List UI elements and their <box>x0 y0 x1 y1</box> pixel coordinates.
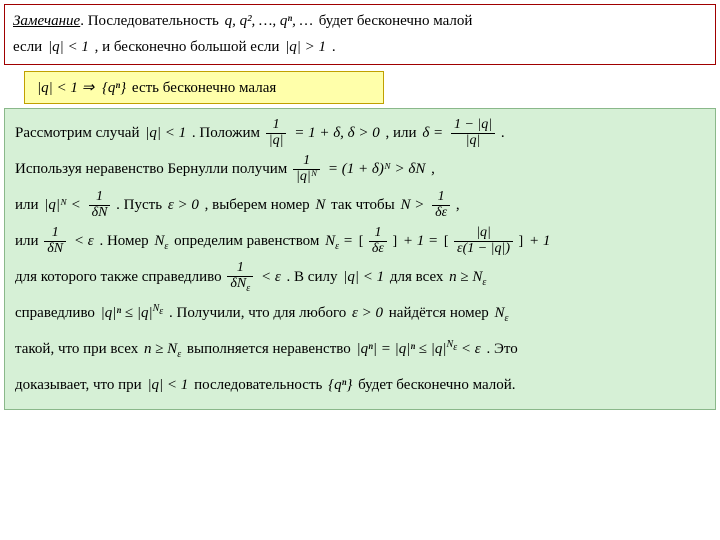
text: , и бесконечно большой если <box>95 39 284 55</box>
math: |q|ⁿ ≤ |q|Nε <box>99 305 166 321</box>
text: . <box>501 125 505 141</box>
text: . Это <box>486 341 517 357</box>
text: , <box>431 161 435 177</box>
text: для которого также справедливо <box>15 269 225 285</box>
math: Nε <box>492 305 510 321</box>
text: . Последовательность <box>80 13 222 29</box>
text: выполняется неравенство <box>187 341 355 357</box>
claim-seq: {qⁿ} <box>100 80 128 96</box>
text: . Получили, что для любого <box>169 305 350 321</box>
text: Рассмотрим случай <box>15 125 143 141</box>
text: , <box>456 197 460 213</box>
text: или <box>15 233 42 249</box>
math: = (1 + δ)ᴺ > δN <box>326 161 427 177</box>
fraction: 1δNε <box>225 261 255 294</box>
text: или <box>15 197 42 213</box>
text: для всех <box>390 269 447 285</box>
text: доказывает, что при <box>15 377 145 393</box>
fraction: 1 − |q||q| <box>449 118 497 148</box>
claim-cond: |q| < 1 ⇒ <box>35 80 96 96</box>
text: . Положим <box>192 125 264 141</box>
math: |q| < 1 <box>143 125 188 141</box>
fraction: 1δN <box>42 226 68 256</box>
text: , выберем номер <box>205 197 314 213</box>
sequence: q, q², …, qⁿ, … <box>223 13 315 29</box>
cond-large: |q| > 1 <box>283 39 328 55</box>
text: . В силу <box>287 269 342 285</box>
cond-small: |q| < 1 <box>46 39 91 55</box>
text: определим равенством <box>174 233 323 249</box>
text: Используя неравенство Бернулли получим <box>15 161 291 177</box>
text: найдётся номер <box>389 305 493 321</box>
math: + 1 = <box>401 233 444 249</box>
proof-line: Рассмотрим случай |q| < 1 . Положим 1|q|… <box>15 115 705 151</box>
math: δ = <box>420 125 449 141</box>
math: Nε = <box>323 233 359 249</box>
fraction: 1|q| <box>264 118 289 148</box>
floor-bracket: [ |q|ε(1 − |q|) ] <box>444 225 523 259</box>
text: если <box>13 39 46 55</box>
proof-line: для которого также справедливо 1δNε < ε … <box>15 259 705 295</box>
proof-line: Используя неравенство Бернулли получим 1… <box>15 151 705 187</box>
text: , или <box>386 125 421 141</box>
remark-box: Замечание. Последовательность q, q², …, … <box>4 4 716 65</box>
claim-text: есть бесконечно малая <box>132 80 276 96</box>
text: справедливо <box>15 305 99 321</box>
sequence: {qⁿ} <box>326 377 354 393</box>
math: ε > 0 <box>350 305 385 321</box>
floor-bracket: [ 1δε ] <box>359 225 397 259</box>
math: < ε <box>259 269 283 285</box>
text: последовательность <box>194 377 326 393</box>
proof-line: такой, что при всех n ≥ Nε выполняется н… <box>15 331 705 367</box>
text: . Номер <box>99 233 152 249</box>
math: = 1 + δ, δ > 0 <box>292 125 382 141</box>
math: |qⁿ| = |q|ⁿ ≤ |q|Nε < ε <box>354 341 482 357</box>
math: Nε <box>152 233 170 249</box>
math: < ε <box>72 233 96 249</box>
math: n ≥ Nε <box>447 269 488 285</box>
claim-box: |q| < 1 ⇒ {qⁿ} есть бесконечно малая <box>24 71 384 104</box>
remark-label: Замечание <box>13 13 80 29</box>
math: |q|ᴺ < <box>42 197 86 213</box>
text: такой, что при всех <box>15 341 142 357</box>
text: будет бесконечно малой <box>315 13 472 29</box>
fraction: 1δN <box>87 190 113 220</box>
text: . Пусть <box>116 197 166 213</box>
proof-line: доказывает, что при |q| < 1 последовател… <box>15 367 705 403</box>
text: так чтобы <box>331 197 398 213</box>
fraction: 1δε <box>430 190 452 220</box>
math: |q| < 1 <box>341 269 386 285</box>
fraction: 1|q|ᴺ <box>291 154 322 184</box>
math: |q| < 1 <box>145 377 190 393</box>
proof-line: или |q|ᴺ < 1δN . Пусть ε > 0 , выберем н… <box>15 187 705 223</box>
math: N > <box>398 197 430 213</box>
text: . <box>332 39 336 55</box>
math: n ≥ Nε <box>142 341 183 357</box>
math: + 1 <box>527 233 552 249</box>
proof-line: или 1δN < ε . Номер Nε определим равенст… <box>15 223 705 259</box>
text: будет бесконечно малой. <box>358 377 515 393</box>
proof-box: Рассмотрим случай |q| < 1 . Положим 1|q|… <box>4 108 716 410</box>
math: ε > 0 <box>166 197 201 213</box>
math: N <box>313 197 327 213</box>
proof-line: справедливо |q|ⁿ ≤ |q|Nε . Получили, что… <box>15 295 705 331</box>
